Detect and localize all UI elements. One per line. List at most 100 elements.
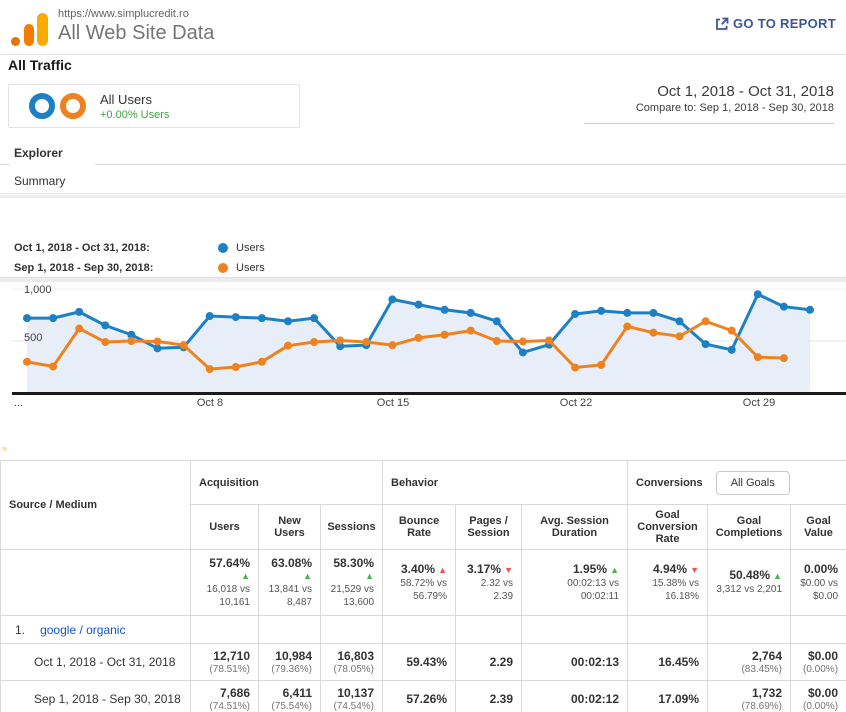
metric-cell: 1,732 (78.69%) — [707, 680, 792, 712]
compare-series-point[interactable] — [623, 322, 632, 331]
primary-series-point[interactable] — [753, 290, 762, 299]
primary-series-point[interactable] — [49, 314, 58, 323]
summary-percent: 3.17% — [467, 562, 502, 576]
x-axis-tick: ... — [14, 397, 24, 409]
compare-series-point[interactable] — [49, 362, 58, 371]
column-header-new-users[interactable]: New Users — [258, 504, 321, 550]
tab-summary[interactable]: Summary — [14, 174, 66, 188]
tab-explorer[interactable]: Explorer — [14, 146, 63, 160]
primary-series-point[interactable] — [388, 295, 397, 304]
primary-series-point[interactable] — [284, 317, 292, 326]
summary-cell: 63.08% ▲ 13,841 vs 8,487 — [258, 549, 321, 616]
metric-value: 00:02:13 — [570, 655, 620, 669]
compare-series-point[interactable] — [75, 324, 84, 333]
compare-series-point[interactable] — [414, 333, 423, 342]
compare-series-point[interactable] — [571, 363, 580, 372]
compare-series-point[interactable] — [257, 357, 266, 366]
primary-series-point[interactable] — [518, 348, 527, 357]
primary-series-point[interactable] — [23, 314, 31, 323]
compare-series-point[interactable] — [336, 336, 345, 345]
primary-series-point[interactable] — [231, 313, 240, 322]
column-header-source-medium[interactable]: Source / Medium — [0, 460, 191, 550]
column-header-pages-session[interactable]: Pages / Session — [455, 504, 523, 550]
primary-series-point[interactable] — [153, 344, 162, 353]
primary-series-point[interactable] — [597, 306, 606, 315]
primary-series-point[interactable] — [492, 317, 501, 326]
primary-series-point[interactable] — [466, 308, 475, 317]
summary-cell: 57.64% ▲ 16,018 vs 10,161 — [190, 549, 259, 616]
compare-series-point[interactable] — [127, 337, 136, 345]
date-range-selector[interactable]: Oct 1, 2018 - Oct 31, 2018 Compare to: S… — [584, 83, 834, 124]
primary-series-point[interactable] — [414, 300, 423, 309]
primary-series-point[interactable] — [205, 312, 214, 321]
metric-cell: 2,764 (83.45%) — [707, 643, 792, 681]
primary-series-point[interactable] — [101, 321, 110, 330]
summary-percent: 58.30% — [333, 556, 375, 570]
compare-series-point[interactable] — [101, 338, 110, 347]
column-header-users[interactable]: Users — [190, 504, 259, 550]
primary-series-point[interactable] — [127, 330, 136, 339]
compare-series-point[interactable] — [466, 326, 475, 335]
primary-series-point[interactable] — [675, 317, 684, 326]
compare-series-point[interactable] — [388, 341, 397, 350]
compare-series-point[interactable] — [701, 317, 710, 326]
compare-series-point[interactable] — [153, 337, 162, 346]
compare-series-point[interactable] — [753, 353, 762, 362]
goals-dropdown[interactable]: All Goals — [715, 470, 790, 495]
column-header-goal-value[interactable]: Goal Value — [790, 504, 846, 550]
compare-series-point[interactable] — [518, 337, 527, 346]
segment-card-all-users[interactable]: All Users +0.00% Users — [8, 84, 300, 128]
column-header-avg-session-duration[interactable]: Avg. Session Duration — [521, 504, 629, 550]
go-to-report-link[interactable]: GO TO REPORT — [715, 16, 836, 31]
x-axis-tick: Oct 8 — [196, 397, 224, 409]
primary-series-point[interactable] — [779, 302, 788, 311]
compare-series-point[interactable] — [727, 326, 736, 335]
column-header-bounce-rate[interactable]: Bounce Rate — [382, 504, 457, 550]
compare-series-point[interactable] — [284, 341, 292, 350]
column-header-sessions[interactable]: Sessions — [319, 504, 384, 550]
go-to-report-label: GO TO REPORT — [732, 16, 836, 31]
compare-series-point[interactable] — [675, 332, 684, 341]
compare-series-point[interactable] — [545, 336, 553, 345]
compare-series-point[interactable] — [362, 338, 371, 347]
primary-series-point[interactable] — [440, 305, 449, 314]
metric-value: $0.00 — [808, 649, 839, 663]
summary-cell: 0.00% $0.00 vs $0.00 — [790, 549, 846, 616]
source-medium-link[interactable]: google / organic — [40, 622, 126, 637]
table-row-sep-range: Sep 1, 2018 - Sep 30, 2018 7,686 (74.51%)… — [0, 680, 846, 712]
metric-cell: 10,984 (79.36%) — [258, 643, 321, 681]
primary-series-point[interactable] — [571, 309, 580, 318]
summary-percent: 1.95% — [573, 562, 608, 576]
users-timeseries-chart[interactable] — [0, 283, 846, 396]
column-header-goal-completions[interactable]: Goal Completions — [707, 504, 792, 550]
summary-percent: 57.64% — [209, 556, 250, 570]
compare-series-point[interactable] — [179, 341, 188, 350]
metric-cell: 2.29 — [455, 643, 523, 681]
primary-series-point[interactable] — [336, 342, 345, 351]
primary-series-point[interactable] — [701, 340, 710, 349]
primary-series-point[interactable] — [623, 308, 632, 317]
summary-percent: 4.94% — [653, 562, 688, 576]
column-header-goal-conversion-rate[interactable]: Goal Conversion Rate — [627, 504, 709, 550]
expand-rows-icon[interactable]: » — [2, 443, 8, 453]
compare-series-point[interactable] — [310, 338, 319, 347]
primary-series-point[interactable] — [649, 308, 658, 317]
compare-series-point[interactable] — [231, 363, 240, 371]
primary-series-point[interactable] — [310, 314, 319, 323]
compare-series-point[interactable] — [440, 330, 449, 339]
compare-series-point[interactable] — [205, 365, 214, 374]
primary-series-point[interactable] — [257, 314, 266, 323]
compare-series-point[interactable] — [492, 337, 501, 345]
primary-series-point[interactable] — [75, 307, 84, 316]
primary-series-point[interactable] — [806, 305, 814, 314]
summary-cell: 50.48% ▲ 3,312 vs 2,201 — [707, 549, 792, 616]
primary-series-point[interactable] — [727, 345, 736, 354]
compare-series-point[interactable] — [779, 354, 788, 363]
compare-series-point[interactable] — [649, 328, 658, 337]
compare-series-point[interactable] — [23, 357, 31, 366]
metric-value: 1,732 — [751, 686, 783, 700]
metric-percent-of-total: (78.69%) — [741, 701, 783, 712]
metric-value: 00:02:12 — [570, 692, 620, 706]
compare-series-point[interactable] — [597, 360, 606, 369]
segment-donut-orange-icon — [60, 93, 86, 119]
